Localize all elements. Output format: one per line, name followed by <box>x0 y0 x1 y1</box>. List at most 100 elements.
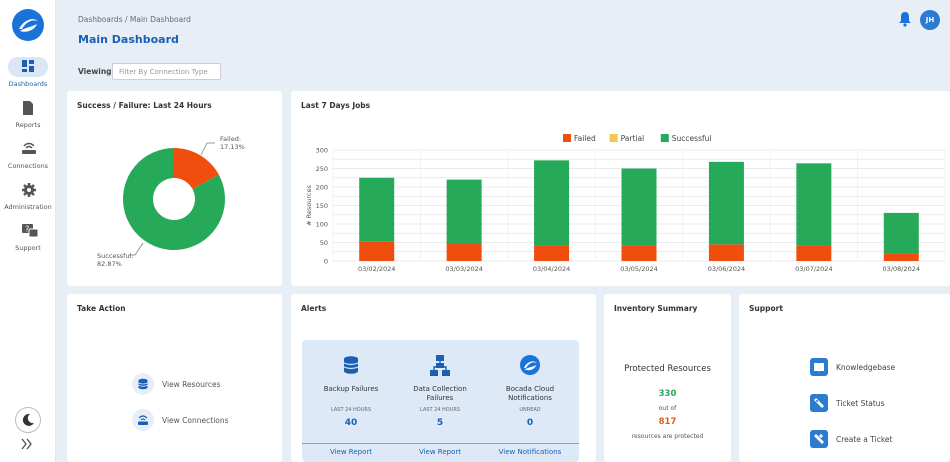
theme-toggle-button[interactable] <box>15 407 41 433</box>
bar-successful[interactable] <box>621 168 657 246</box>
svg-text:?: ? <box>25 225 29 234</box>
view-connections-link[interactable]: View Connections <box>132 409 229 431</box>
sidebar: Dashboards Reports Connections Administr… <box>0 0 56 462</box>
view-resources-link[interactable]: View Resources <box>132 373 220 395</box>
take-action-card: Take Action View Resources View Connecti… <box>67 294 282 462</box>
bar-successful[interactable] <box>796 163 832 246</box>
book-icon <box>810 358 828 376</box>
avatar[interactable]: JH <box>920 10 940 30</box>
divider <box>302 443 400 444</box>
protected-resources-heading: Protected Resources <box>624 364 711 374</box>
alert-subtitle: LAST 24 HOURS <box>419 407 461 413</box>
alert-count: 40 <box>344 418 358 428</box>
bar-failed[interactable] <box>796 245 832 261</box>
view-report-link[interactable]: View Report <box>329 448 373 456</box>
create-ticket-link[interactable]: Create a Ticket <box>810 430 892 448</box>
alert-title: Data Collection Failures <box>413 385 467 402</box>
bar-failed[interactable] <box>883 253 919 261</box>
y-tick-label: 250 <box>316 165 328 173</box>
y-tick-label: 0 <box>324 258 328 266</box>
x-tick-label: 03/03/2024 <box>445 265 482 273</box>
bar-successful[interactable] <box>883 212 919 254</box>
divider <box>391 443 489 444</box>
donut-chart <box>123 142 225 256</box>
successful-label: Successful: <box>97 252 134 260</box>
x-tick-label: 03/06/2024 <box>708 265 745 273</box>
bocada-logo-icon[interactable] <box>12 9 44 41</box>
y-tick-label: 50 <box>320 239 328 247</box>
breadcrumb[interactable]: Dashboards / Main Dashboard <box>78 15 191 24</box>
notifications-bell-icon[interactable] <box>898 11 912 31</box>
alert-subtitle: LAST 24 HOURS <box>330 407 372 413</box>
successful-annotation: Successful: 82.87% <box>97 252 134 268</box>
y-tick-label: 300 <box>316 147 328 155</box>
bar-successful[interactable] <box>534 160 570 246</box>
successful-leader-line <box>129 242 144 256</box>
protected-caption: resources are protected <box>631 433 704 440</box>
bar-failed[interactable] <box>708 244 744 261</box>
card-title: Success / Failure: Last 24 Hours <box>77 101 212 110</box>
knowledgebase-link[interactable]: Knowledgebase <box>810 358 895 376</box>
ticket-status-label: Ticket Status <box>836 398 885 408</box>
create-ticket-label: Create a Ticket <box>836 434 893 444</box>
moon-icon <box>22 413 34 426</box>
legend-swatch-partial <box>609 134 618 142</box>
alert-subtitle: UNREAD <box>519 407 541 413</box>
database-icon <box>132 373 154 395</box>
sidebar-item-dashboards[interactable]: Dashboards <box>0 57 56 88</box>
last-7-days-jobs-card: Last 7 Days Jobs 0 50 100 150 200 250 300 # Res… <box>291 91 950 286</box>
bar-failed[interactable] <box>534 245 570 261</box>
dashboard-icon <box>8 57 48 77</box>
bar-failed[interactable] <box>359 241 395 261</box>
document-icon <box>8 98 48 118</box>
divider <box>481 443 579 444</box>
expand-sidebar-button[interactable] <box>20 438 36 452</box>
out-of-label: out of <box>658 405 677 412</box>
sidebar-item-administration[interactable]: Administration <box>0 180 56 211</box>
connection-type-filter-input[interactable] <box>112 63 221 80</box>
success-failure-card: Success / Failure: Last 24 Hours Failed:… <box>67 91 282 286</box>
view-report-link[interactable]: View Report <box>418 448 462 456</box>
help-icon: ? <box>8 221 48 241</box>
y-tick-label: 150 <box>316 202 328 210</box>
viewing-label: Viewing: <box>78 67 115 76</box>
failed-leader-line <box>200 142 215 156</box>
support-card: Support <box>739 294 950 462</box>
legend-swatch-failed <box>563 134 571 142</box>
successful-value: 82.87% <box>97 260 122 268</box>
alert-title: Bocada Cloud Notifications <box>505 385 555 402</box>
double-chevron-right-icon <box>21 438 32 450</box>
alert-count: 0 <box>526 418 534 428</box>
legend-label-failed[interactable]: Failed <box>574 134 596 143</box>
total-count: 817 <box>658 417 677 427</box>
bar-failed[interactable] <box>446 243 482 261</box>
sidebar-item-label: Reports <box>15 121 41 129</box>
donut-slice-failed[interactable] <box>174 148 219 190</box>
y-tick-label: 100 <box>316 221 328 229</box>
page-title: Main Dashboard <box>78 33 179 46</box>
bar-failed[interactable] <box>621 245 657 261</box>
bar-successful[interactable] <box>708 161 744 245</box>
view-notifications-link[interactable]: View Notifications <box>498 448 562 456</box>
y-tick-label: 200 <box>316 184 328 192</box>
sidebar-item-reports[interactable]: Reports <box>0 98 56 129</box>
sidebar-item-label: Dashboards <box>8 80 48 88</box>
jobs-bar-chart: 0 50 100 150 200 250 300 # Resources 03/02/2024 0… <box>305 134 946 273</box>
database-icon <box>343 356 359 374</box>
sidebar-item-support[interactable]: ? Support <box>0 221 56 252</box>
ticket-status-link[interactable]: Ticket Status <box>810 394 884 412</box>
sidebar-item-connections[interactable]: Connections <box>0 139 56 170</box>
bocada-cloud-notifications-box: Bocada Cloud Notifications UNREAD 0 View… <box>481 340 579 462</box>
x-tick-label: 03/07/2024 <box>795 265 832 273</box>
alert-count: 5 <box>436 418 444 428</box>
gear-icon <box>8 180 48 200</box>
sidebar-item-label: Connections <box>7 162 49 170</box>
bar-successful[interactable] <box>446 179 482 244</box>
sidebar-item-label: Support <box>15 244 41 252</box>
legend-label-partial[interactable]: Partial <box>621 134 645 143</box>
view-resources-label: View Resources <box>162 379 221 389</box>
x-tick-label: 03/08/2024 <box>883 265 920 273</box>
donut-slice-successful[interactable] <box>123 148 225 250</box>
bar-successful[interactable] <box>359 177 395 242</box>
legend-label-successful[interactable]: Successful <box>672 134 712 143</box>
